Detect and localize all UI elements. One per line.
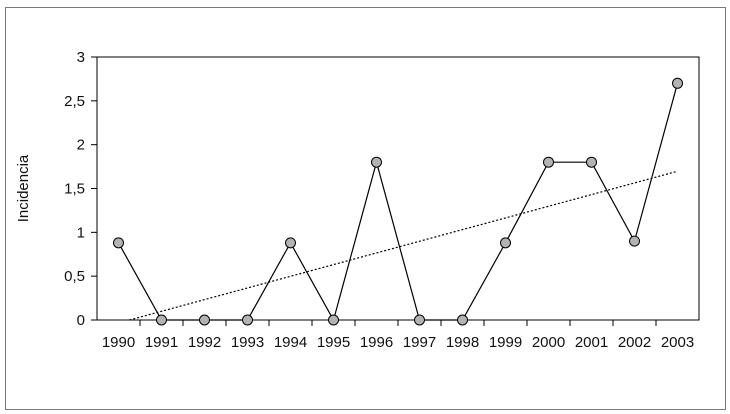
series-line — [117, 83, 679, 322]
x-tick-label: 1999 — [489, 334, 522, 351]
data-point — [586, 156, 597, 168]
x-tick-label: 1990 — [102, 334, 135, 351]
data-point — [457, 314, 468, 326]
x-tick-label: 1998 — [446, 334, 479, 351]
x-tick-label: 1991 — [145, 334, 178, 351]
line-chart: 00,511,522,53 1990 1991 1992 1993 1994 1995 19… — [15, 49, 700, 351]
data-point — [672, 77, 683, 89]
x-tick-label: 2002 — [618, 334, 651, 351]
y-tick-label: 0,5 — [64, 268, 85, 285]
data-point — [199, 314, 210, 326]
x-tick-label: 1994 — [274, 334, 307, 351]
y-tick-label: 3 — [77, 49, 85, 66]
x-axis: 1990 1991 1992 1993 1994 1995 1996 1997 1998 1999… — [102, 320, 694, 351]
y-tick-label: 0 — [77, 312, 85, 329]
x-tick-label: 2003 — [661, 334, 694, 351]
y-axis-title: Incidencia — [15, 154, 32, 222]
x-tick-label: 1992 — [188, 334, 221, 351]
data-point — [543, 156, 554, 168]
data-point — [328, 314, 339, 326]
data-point — [414, 314, 425, 326]
x-tick-label: 1993 — [231, 334, 264, 351]
data-point — [242, 314, 253, 326]
x-tick-label: 2001 — [575, 334, 608, 351]
data-point — [371, 156, 382, 168]
x-tick-label: 1997 — [403, 334, 436, 351]
y-tick-label: 1 — [77, 224, 85, 241]
y-tick-label: 2,5 — [64, 93, 85, 110]
data-point — [285, 237, 296, 249]
plot-area — [96, 56, 700, 321]
trend-line — [129, 170, 678, 321]
x-tick-label: 1995 — [317, 334, 350, 351]
x-tick-label: 2000 — [532, 334, 565, 351]
chart-frame: 0 0,5 1 1,5 2 2,5 3 1990 1991 1992 1993 1994 1995 19… — [5, 7, 726, 410]
y-axis: 0 0,5 1 1,5 2 2,5 3 — [64, 49, 97, 329]
data-point — [629, 235, 640, 247]
data-point — [156, 314, 167, 326]
data-point — [113, 237, 124, 249]
data-point — [500, 237, 511, 249]
y-tick-label: 2 — [77, 137, 85, 154]
data-points — [113, 77, 683, 326]
x-tick-label: 1996 — [360, 334, 393, 351]
y-tick-label: 1,5 — [64, 181, 85, 198]
